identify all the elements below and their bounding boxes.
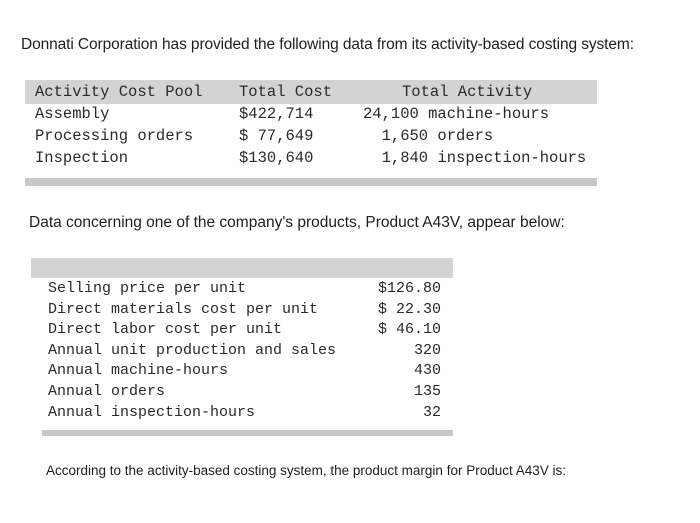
table-row-label: Annual unit production and sales xyxy=(48,341,337,359)
table-row-activity: 1,650 orders xyxy=(363,127,494,145)
product-intro-text: Data concerning one of the company's pro… xyxy=(29,214,565,231)
table-row-value: $ 46.10 xyxy=(377,321,441,339)
table-bottom-rule xyxy=(42,430,453,436)
table-row-value: 32 xyxy=(422,403,441,421)
question-text: According to the activity-based costing … xyxy=(46,463,567,478)
table-row-activity: 24,100 machine-hours xyxy=(363,105,550,123)
table-row-pool: Inspection xyxy=(35,149,129,167)
product-data-table: Selling price per unit $126.80 Direct ma… xyxy=(31,258,453,438)
table-row-pool: Processing orders xyxy=(35,127,194,145)
table-row-value: $ 22.30 xyxy=(377,300,441,318)
activity-cost-table: Activity Cost Pool Total Cost Total Acti… xyxy=(25,80,597,186)
table-row-pool: Assembly xyxy=(35,105,110,123)
table-header-band xyxy=(31,258,453,278)
table-row-label: Annual inspection-hours xyxy=(48,403,256,421)
table-header-band xyxy=(25,80,597,104)
table-bottom-rule xyxy=(25,178,597,186)
table-row-label: Direct labor cost per unit xyxy=(48,321,283,339)
header-total-activity: Total Activity xyxy=(402,83,533,101)
table-row-value: 320 xyxy=(413,341,441,359)
table-row-label: Selling price per unit xyxy=(48,280,247,297)
table-row-cost: $130,640 xyxy=(239,149,314,167)
table-row-label: Direct materials cost per unit xyxy=(48,300,319,318)
table-row-activity: 1,840 inspection-hours xyxy=(363,149,587,167)
header-activity-cost-pool: Activity Cost Pool xyxy=(35,83,203,101)
table-row-cost: $422,714 xyxy=(239,105,314,123)
table-row-value: 135 xyxy=(413,383,441,400)
table-row-cost: $ 77,649 xyxy=(239,127,314,145)
table-row-label: Annual orders xyxy=(48,383,166,400)
table-row-value: 430 xyxy=(413,362,441,380)
intro-text: Donnati Corporation has provided the fol… xyxy=(21,36,634,53)
table-row-value: $126.80 xyxy=(377,280,441,297)
header-total-cost: Total Cost xyxy=(239,83,333,101)
table-row-label: Annual machine-hours xyxy=(48,362,229,380)
